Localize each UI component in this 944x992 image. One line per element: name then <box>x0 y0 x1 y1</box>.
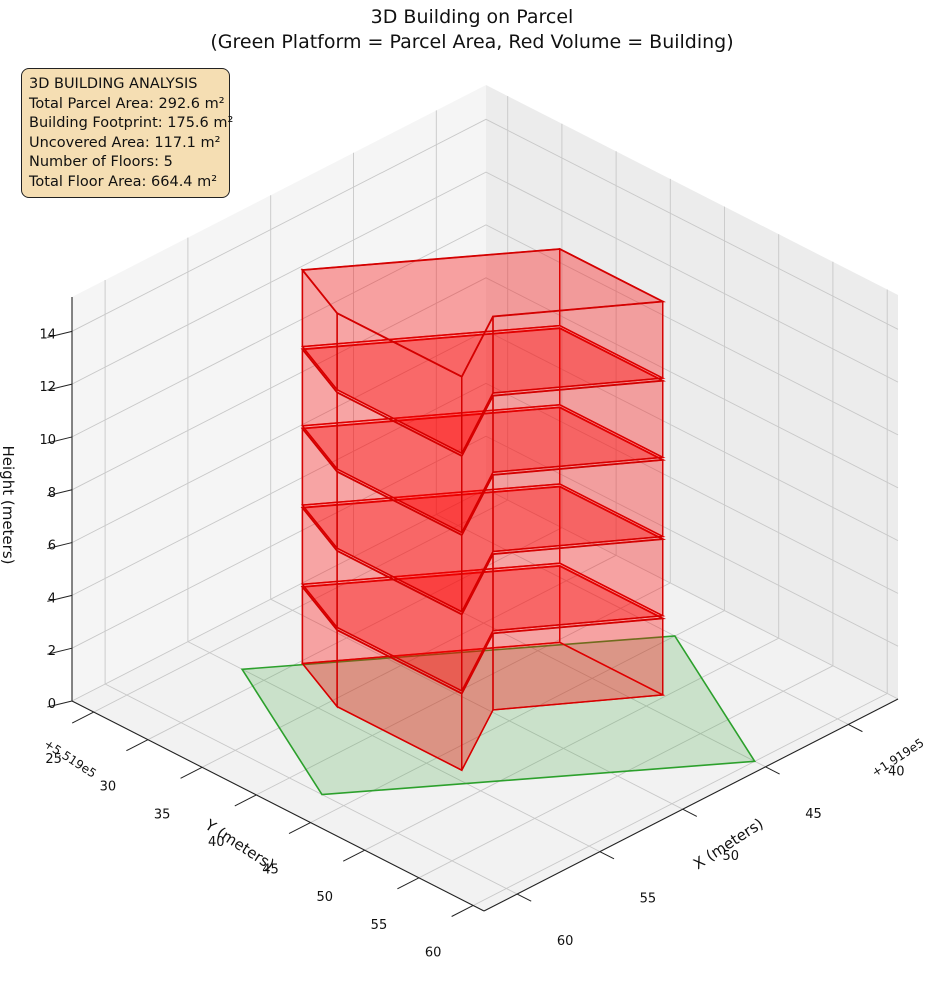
y-tick <box>451 905 474 917</box>
z-tick-label: 8 <box>48 486 56 501</box>
y-tick-label: 30 <box>100 780 117 795</box>
analysis-info-box: 3D BUILDING ANALYSIS Total Parcel Area: … <box>21 68 234 198</box>
y-tick-label: 40 <box>208 835 225 850</box>
z-grid-line <box>71 171 899 385</box>
floor-top-face <box>300 564 667 695</box>
z-tick <box>47 330 73 338</box>
x-tick-label: 55 <box>640 892 657 907</box>
building-layer <box>300 247 667 772</box>
floor-side-face <box>492 459 664 553</box>
x-axis-label: X (meters) <box>690 815 767 873</box>
building-floor <box>300 564 667 772</box>
floor-side-face <box>492 379 664 473</box>
floor-top-face <box>300 485 666 616</box>
z-tick <box>47 700 73 708</box>
x-axis-line <box>483 698 899 912</box>
floor-top-face <box>300 248 666 378</box>
z-tick-label: 6 <box>48 539 56 554</box>
y-tick <box>342 849 365 862</box>
info-building-footprint: Building Footprint: 175.6 m² <box>29 115 234 132</box>
x-tick-label: 50 <box>722 849 739 864</box>
building-floor <box>300 247 666 455</box>
building-floor <box>300 406 666 613</box>
z-tick <box>47 489 73 497</box>
x-tick-label: 60 <box>557 934 574 949</box>
floor-top-face <box>300 327 666 458</box>
x-tick <box>516 893 532 902</box>
z-grid-line <box>71 224 899 438</box>
info-heading: 3D BUILDING ANALYSIS <box>29 76 198 92</box>
building-floor <box>300 485 666 693</box>
info-number-of-floors: Number of Floors: 5 <box>29 154 173 171</box>
y-tick <box>288 822 311 835</box>
y-tick <box>397 877 420 890</box>
floor-pane <box>72 489 898 911</box>
z-axis-label: Height (meters) <box>0 446 17 565</box>
x-tick-label: 40 <box>888 764 905 779</box>
z-tick <box>47 542 73 550</box>
z-tick-label: 12 <box>39 380 56 395</box>
y-tick <box>180 766 203 779</box>
floor-side-face <box>492 538 664 632</box>
z-grid-line <box>71 382 899 596</box>
y-tick <box>234 794 257 807</box>
z-tick <box>47 594 73 602</box>
y-axis-line <box>71 700 485 912</box>
x-tick <box>765 766 780 775</box>
back-left-pane <box>72 85 486 701</box>
y-tick-label: 60 <box>425 945 442 960</box>
x-tick <box>599 851 615 860</box>
z-tick-label: 10 <box>39 433 56 448</box>
y-tick-label: 25 <box>45 752 62 767</box>
floor-side-face <box>492 617 664 711</box>
x-tick <box>682 808 698 817</box>
chart-subtitle: (Green Platform = Parcel Area, Red Volum… <box>210 31 734 53</box>
chart-title: 3D Building on Parcel <box>370 6 574 28</box>
z-tick <box>47 383 73 391</box>
x-tick-label: 45 <box>805 807 822 822</box>
z-tick-label: 0 <box>48 697 56 712</box>
tick-marks <box>47 330 863 917</box>
axis-lines <box>71 297 899 912</box>
y-tick <box>126 739 149 752</box>
axis-panes <box>72 85 898 911</box>
z-grid-line <box>71 118 899 332</box>
z-grid-line <box>71 277 899 491</box>
floor-side-face <box>492 300 664 394</box>
info-parcel-area: Total Parcel Area: 292.6 m² <box>29 95 225 112</box>
y-tick-label: 50 <box>316 890 333 905</box>
back-right-pane <box>486 85 898 699</box>
info-total-floor-area: Total Floor Area: 664.4 m² <box>29 173 218 190</box>
z-tick <box>47 436 73 444</box>
building-floor <box>300 327 666 534</box>
info-uncovered-area: Uncovered Area: 117.1 m² <box>29 134 221 151</box>
y-tick-label: 55 <box>371 918 388 933</box>
y-tick-label: 45 <box>262 863 279 878</box>
z-grid-line <box>71 435 899 649</box>
tick-labels: 40 45 50 55 60 25 30 35 40 45 50 55 60 0 2 4 6 8 10 12 14 <box>39 327 904 960</box>
x-tick <box>848 723 863 733</box>
z-tick <box>47 647 73 655</box>
z-tick-label: 2 <box>48 644 56 659</box>
y-tick-label: 35 <box>154 807 171 822</box>
y-tick <box>71 711 94 724</box>
floor-top-face <box>300 406 666 537</box>
z-tick-label: 4 <box>48 591 56 606</box>
z-tick-label: 14 <box>39 327 56 342</box>
